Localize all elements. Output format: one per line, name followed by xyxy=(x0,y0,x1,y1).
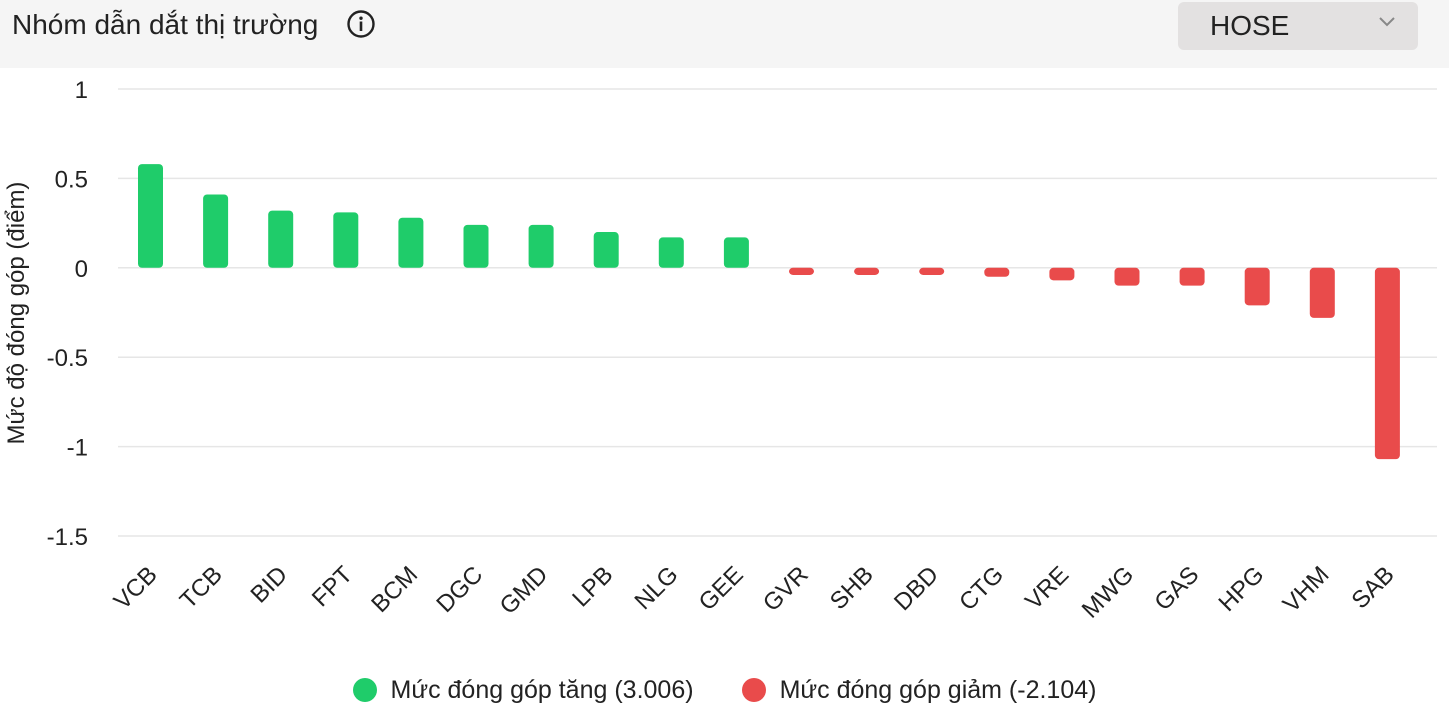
bar-bcm xyxy=(398,217,424,268)
x-tick-label: SHB xyxy=(825,561,879,615)
y-tick-label: -1 xyxy=(67,435,88,462)
bar-fpt xyxy=(333,212,359,268)
x-tick-label: MWG xyxy=(1077,561,1139,623)
x-tick-label: GAS xyxy=(1149,561,1204,616)
y-tick-label: 0.5 xyxy=(55,166,88,193)
bar-hpg xyxy=(1244,267,1270,306)
bar-bid xyxy=(268,210,294,268)
x-tick-label: FPT xyxy=(307,561,358,612)
bar-gmd xyxy=(528,224,554,268)
x-tick-label: BCM xyxy=(366,561,423,618)
x-tick-label: TCB xyxy=(175,561,228,614)
bar-dbd xyxy=(919,267,945,275)
bar-vcb xyxy=(138,164,163,268)
bar-gee xyxy=(723,237,749,268)
y-tick-label: -0.5 xyxy=(47,345,88,372)
info-icon[interactable] xyxy=(346,9,376,39)
bar-vhm xyxy=(1309,267,1335,318)
page-title: Nhóm dẫn dắt thị trường xyxy=(12,9,319,40)
x-tick-label: LPB xyxy=(567,561,618,612)
y-tick-label: -1.5 xyxy=(47,524,88,551)
legend-dot-decrease xyxy=(741,678,766,702)
bar-tcb xyxy=(203,194,229,268)
bar-dgc xyxy=(463,224,489,268)
exchange-select-value: HOSE xyxy=(1210,10,1290,41)
bar-mwg xyxy=(1114,267,1140,286)
header-bar: Nhóm dẫn dắt thị trường HOSE xyxy=(0,0,1449,68)
x-tick-label: GMD xyxy=(495,561,554,620)
legend-dot-increase xyxy=(352,678,377,702)
x-tick-label: GEE xyxy=(694,561,749,616)
x-tick-label: HPG xyxy=(1214,561,1270,617)
legend-item-decrease[interactable]: Mức đóng góp giảm (-2.104) xyxy=(741,675,1097,705)
bar-sab xyxy=(1374,267,1400,460)
x-tick-label: SAB xyxy=(1347,561,1400,614)
x-tick-label: DGC xyxy=(431,561,488,618)
y-axis-label: Mức độ đóng góp (điểm) xyxy=(3,182,30,445)
exchange-select[interactable]: HOSE xyxy=(1178,2,1418,50)
x-tick-label: BID xyxy=(246,561,293,608)
chevron-down-icon xyxy=(1379,17,1395,27)
x-tick-label: VRE xyxy=(1020,561,1074,615)
bar-gvr xyxy=(789,267,814,275)
legend-item-increase[interactable]: Mức đóng góp tăng (3.006) xyxy=(352,675,694,705)
legend-label-decrease: Mức đóng góp giảm (-2.104) xyxy=(779,675,1097,704)
legend-label-increase: Mức đóng góp tăng (3.006) xyxy=(390,675,694,704)
x-tick-label: GVR xyxy=(758,561,814,617)
bar-nlg xyxy=(658,237,684,268)
bar-vre xyxy=(1049,267,1075,281)
chart-legend: Mức đóng góp tăng (3.006) Mức đóng góp g… xyxy=(0,672,1449,708)
x-tick-label: VCB xyxy=(109,561,163,615)
bar-shb xyxy=(854,267,880,275)
bar-gas xyxy=(1179,267,1205,286)
contribution-bar-chart: 1 0.5 0 -0.5 -1 -1.5 Mức độ đóng góp (điểm) VCB… xyxy=(3,77,1437,624)
x-tick-label: VHM xyxy=(1278,561,1335,618)
bar-ctg xyxy=(984,267,1010,277)
bar-lpb xyxy=(593,232,619,268)
x-tick-label: CTG xyxy=(954,561,1009,616)
y-tick-label: 0 xyxy=(75,256,88,283)
x-tick-label: DBD xyxy=(889,561,944,616)
x-tick-label: NLG xyxy=(630,561,684,615)
y-tick-label: 1 xyxy=(75,77,88,104)
